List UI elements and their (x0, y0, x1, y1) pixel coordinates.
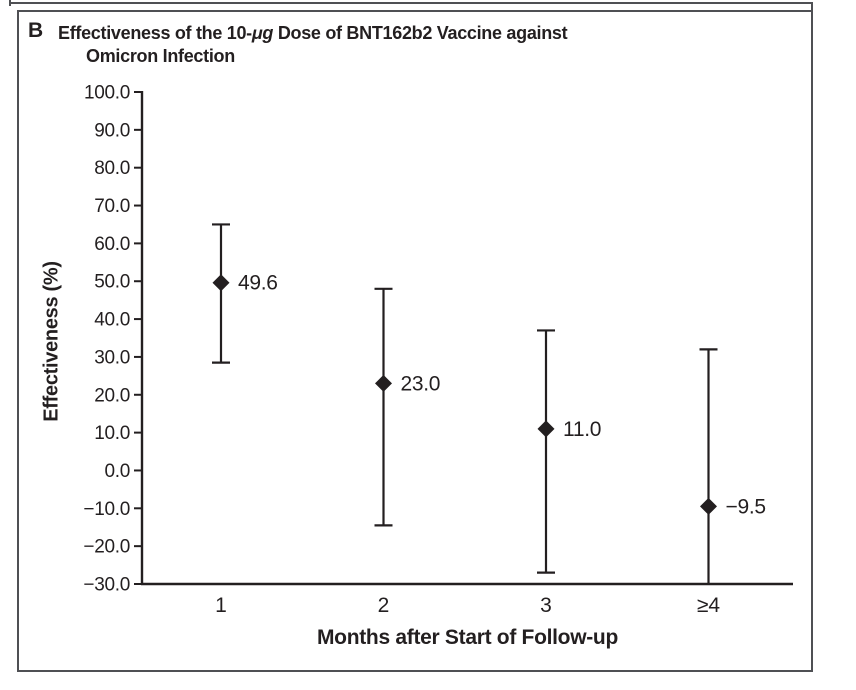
point-marker-diamond (537, 420, 555, 438)
y-tick-label: −30.0 (83, 575, 130, 596)
upper-panel-divider-line (9, 2, 813, 4)
y-tick-label: 0.0 (104, 461, 130, 482)
y-tick-label: 10.0 (94, 423, 130, 444)
y-tick-label: −10.0 (83, 499, 130, 520)
y-tick-label: 80.0 (94, 158, 130, 179)
point-marker-diamond (212, 274, 230, 292)
x-tick-label: 1 (215, 594, 227, 617)
chart-title-line2: Omicron Infection (86, 46, 235, 66)
y-tick-label: 30.0 (94, 347, 130, 368)
upper-panel-right-border-stub (811, 2, 813, 12)
x-tick-label: ≥4 (697, 594, 721, 617)
y-tick-label: 90.0 (94, 120, 130, 141)
upper-panel-left-border-stub (9, 0, 11, 6)
y-tick-label: 40.0 (94, 310, 130, 331)
y-tick-label: 20.0 (94, 385, 130, 406)
panel-letter: B (28, 19, 43, 42)
y-tick-label: 70.0 (94, 196, 130, 217)
x-tick-label: 3 (540, 594, 552, 617)
chart-title-mu-g: μg (251, 23, 274, 43)
chart-title-prefix: Effectiveness of the 10- (58, 23, 252, 43)
panel-border (17, 10, 813, 672)
point-marker-diamond (700, 497, 717, 515)
point-value-label: 49.6 (238, 272, 278, 295)
x-tick-label: 2 (378, 594, 390, 617)
y-tick-label: −20.0 (83, 537, 130, 558)
chart-title-suffix: Dose of BNT162b2 Vaccine against (273, 23, 568, 43)
y-tick-label: 60.0 (94, 234, 130, 255)
chart-title-line1: Effectiveness of the 10-μg Dose of BNT16… (58, 23, 568, 44)
point-value-label: −9.5 (726, 495, 766, 518)
point-value-label: 23.0 (401, 372, 441, 395)
point-marker-diamond (375, 374, 392, 392)
x-axis-title: Months after Start of Follow-up (316, 626, 618, 649)
point-value-label: 11.0 (563, 418, 601, 441)
y-tick-label: 100.0 (84, 83, 130, 104)
y-tick-label: 50.0 (94, 272, 130, 293)
